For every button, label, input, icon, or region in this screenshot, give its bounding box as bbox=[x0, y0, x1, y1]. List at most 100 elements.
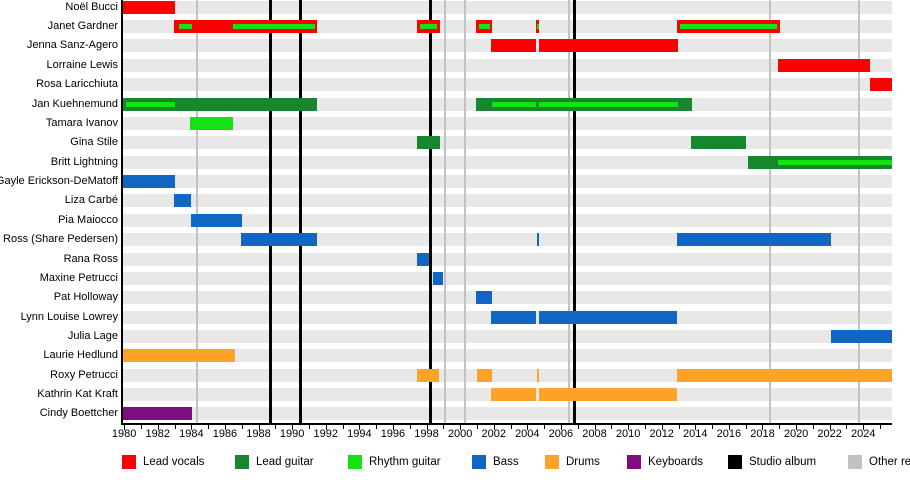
y-axis-border bbox=[121, 0, 123, 424]
timeline-overlay-rhythm_guitar bbox=[539, 101, 678, 107]
x-axis-tick-label: 1982 bbox=[145, 428, 170, 440]
member-name: Janet Gardner bbox=[47, 20, 118, 33]
member-name: Rana Ross bbox=[63, 252, 118, 265]
timeline-bar-bass bbox=[539, 310, 677, 324]
timeline-bar-drums bbox=[476, 368, 493, 382]
member-name: Lorraine Lewis bbox=[46, 58, 118, 71]
timeline-bar-bass bbox=[191, 213, 243, 227]
timeline-bar-keyboards bbox=[123, 407, 193, 421]
x-axis-major-tick bbox=[863, 425, 865, 430]
x-axis-minor-tick bbox=[275, 425, 277, 429]
x-axis-major-tick bbox=[392, 425, 394, 430]
legend-label-drums: Drums bbox=[566, 456, 600, 468]
row-stripe bbox=[123, 175, 892, 189]
member-name: Jenna Sanz-Agero bbox=[26, 39, 118, 52]
x-axis-minor-tick bbox=[745, 425, 747, 429]
x-axis-tick-label: 2016 bbox=[716, 428, 742, 440]
x-axis-major-tick bbox=[124, 425, 126, 430]
x-axis-minor-tick bbox=[409, 425, 411, 429]
x-axis-major-tick bbox=[628, 425, 630, 430]
row-stripe bbox=[123, 271, 892, 285]
x-axis-tick-label: 2010 bbox=[615, 428, 641, 440]
x-axis-minor-tick bbox=[376, 425, 378, 429]
row-stripe bbox=[123, 136, 892, 150]
x-axis-tick-label: 1996 bbox=[380, 428, 406, 440]
x-axis-minor-tick bbox=[241, 425, 243, 429]
x-axis-minor-tick bbox=[174, 425, 176, 429]
legend-label-studio_album: Studio album bbox=[749, 456, 817, 468]
plot-area bbox=[123, 0, 892, 423]
x-axis-line bbox=[121, 423, 892, 425]
x-axis-major-tick bbox=[258, 425, 260, 430]
x-axis-tick-label: 2024 bbox=[851, 428, 876, 440]
member-name: Julia Lage bbox=[67, 329, 118, 342]
timeline-bar-lead_guitar bbox=[417, 136, 440, 150]
x-axis-tick-label: 2000 bbox=[447, 428, 473, 440]
x-axis-minor-tick bbox=[510, 425, 512, 429]
timeline-bar-drums bbox=[491, 388, 536, 402]
x-axis-minor-tick bbox=[476, 425, 478, 429]
x-axis-minor-tick bbox=[779, 425, 781, 429]
x-axis-major-tick bbox=[527, 425, 529, 430]
timeline-bar-lead_vocals bbox=[777, 58, 870, 72]
timeline-overlay-rhythm_guitar bbox=[178, 24, 193, 30]
member-name: Gayle Erickson-DeMatoff bbox=[0, 175, 118, 188]
x-axis-major-tick bbox=[594, 425, 596, 430]
timeline-bar-bass bbox=[241, 233, 318, 247]
legend-swatch-studio_album bbox=[728, 455, 742, 469]
x-axis-major-tick bbox=[325, 425, 327, 430]
x-axis-minor-tick bbox=[678, 425, 680, 429]
x-axis-tick-label: 1980 bbox=[111, 428, 137, 440]
legend-label-rhythm_guitar: Rhythm guitar bbox=[369, 456, 441, 468]
x-axis-major-tick bbox=[359, 425, 361, 430]
x-axis-minor-tick bbox=[443, 425, 445, 429]
legend-swatch-lead_vocals bbox=[122, 455, 136, 469]
x-axis-minor-tick bbox=[342, 425, 344, 429]
legend-label-bass: Bass bbox=[493, 456, 519, 468]
x-axis-tick-label: 2020 bbox=[783, 428, 809, 440]
x-axis-major-tick bbox=[560, 425, 562, 430]
x-axis-major-tick bbox=[460, 425, 462, 430]
timeline-overlay-rhythm_guitar bbox=[536, 24, 539, 30]
timeline-bar-lead_vocals bbox=[123, 0, 175, 14]
x-axis-tick-label: 2002 bbox=[481, 428, 506, 440]
timeline-bar-bass bbox=[123, 175, 175, 189]
studio-album-line bbox=[428, 0, 432, 423]
x-axis-minor-tick bbox=[577, 425, 579, 429]
legend-swatch-drums bbox=[545, 455, 559, 469]
timeline-overlay-rhythm_guitar bbox=[420, 24, 437, 30]
member-name: Share Ross (Share Pedersen) bbox=[0, 233, 118, 246]
timeline-overlay-rhythm_guitar bbox=[777, 159, 892, 165]
x-axis-major-tick bbox=[426, 425, 428, 430]
member-name: Noël Bucci bbox=[65, 0, 118, 13]
timeline-overlay-rhythm_guitar bbox=[478, 24, 491, 30]
x-axis-tick-label: 2014 bbox=[683, 428, 708, 440]
timeline-bar-bass bbox=[476, 291, 493, 305]
other-release-line bbox=[568, 0, 571, 423]
legend-swatch-bass bbox=[472, 455, 486, 469]
x-axis-tick-label: 2012 bbox=[649, 428, 674, 440]
x-axis-minor-tick bbox=[846, 425, 848, 429]
x-axis-major-tick bbox=[829, 425, 831, 430]
timeline-overlay-rhythm_guitar bbox=[492, 101, 536, 107]
row-stripe bbox=[123, 58, 892, 72]
row-stripe bbox=[123, 116, 892, 130]
legend-swatch-lead_guitar bbox=[235, 455, 249, 469]
timeline-overlay-rhythm_guitar bbox=[233, 24, 316, 30]
x-axis-minor-tick bbox=[812, 425, 814, 429]
timeline-bar-drums bbox=[536, 368, 540, 382]
row-stripe bbox=[123, 155, 892, 169]
x-axis-tick-label: 2006 bbox=[548, 428, 574, 440]
legend-swatch-keyboards bbox=[627, 455, 641, 469]
other-release-line bbox=[769, 0, 772, 423]
timeline-bar-lead_guitar bbox=[691, 136, 746, 150]
timeline-bar-drums bbox=[539, 388, 677, 402]
x-axis-minor-tick bbox=[544, 425, 546, 429]
other-release-line bbox=[196, 0, 199, 423]
x-axis-tick-label: 1998 bbox=[414, 428, 439, 440]
x-axis-major-tick bbox=[191, 425, 193, 430]
row-stripe bbox=[123, 407, 892, 421]
timeline-bar-bass bbox=[677, 233, 832, 247]
timeline-bar-lead_guitar bbox=[123, 97, 318, 111]
row-stripe bbox=[123, 349, 892, 363]
